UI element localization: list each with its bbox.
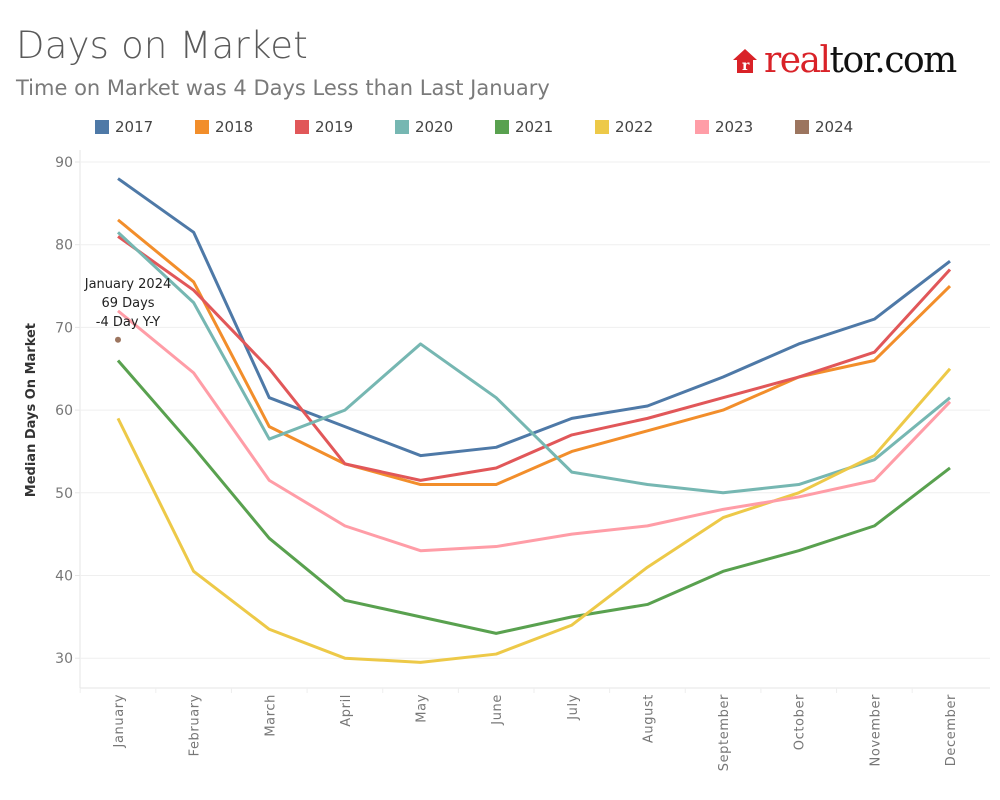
- legend-swatch: [395, 120, 409, 134]
- annotation-line: January 2024: [84, 277, 172, 292]
- series-line-2017[interactable]: [117, 177, 951, 458]
- y-tick-label: 60: [55, 403, 73, 419]
- y-tick-label: 30: [55, 651, 73, 667]
- legend-label: 2017: [115, 118, 154, 136]
- legend-swatch: [95, 120, 109, 134]
- logo-text-tor-com: tor.com: [829, 40, 958, 81]
- x-tick-label: December: [944, 694, 959, 766]
- legend-swatch: [595, 120, 609, 134]
- x-tick-label: October: [793, 694, 808, 750]
- series-line-2019[interactable]: [117, 235, 952, 482]
- house-logo-icon: r: [733, 48, 757, 74]
- data-point-2024[interactable]: [115, 336, 121, 343]
- legend-label: 2021: [515, 118, 554, 136]
- x-tick-label: May: [415, 694, 430, 723]
- legend-item-2024[interactable]: 2024: [795, 118, 895, 136]
- x-axis: January February March April May June July Augu…: [79, 688, 959, 771]
- series-lines: [115, 177, 952, 664]
- series-line-2023[interactable]: [117, 309, 952, 553]
- y-tick-label: 40: [55, 569, 73, 585]
- series-line-2021[interactable]: [116, 359, 951, 635]
- legend-item-2020[interactable]: 2020: [395, 118, 495, 136]
- x-tick-label: January: [112, 694, 127, 748]
- legend-item-2023[interactable]: 2023: [695, 118, 795, 136]
- y-tick-label: 80: [55, 238, 73, 254]
- x-tick-label: September: [717, 694, 732, 771]
- logo-text-real: real: [764, 40, 831, 81]
- legend-swatch: [495, 120, 509, 134]
- y-tick-label: 70: [55, 320, 73, 336]
- legend-item-2017[interactable]: 2017: [95, 118, 195, 136]
- legend-swatch: [195, 120, 209, 134]
- y-tick-label: 50: [55, 486, 73, 502]
- legend: 2017 2018 2019 2020 2021 2022 2023 2024: [95, 118, 895, 136]
- y-axis: 30 40 50 60 70 80 90: [55, 155, 73, 667]
- legend-item-2021[interactable]: 2021: [495, 118, 595, 136]
- legend-swatch: [795, 120, 809, 134]
- chart-title: Days on Market: [16, 24, 308, 67]
- legend-item-2019[interactable]: 2019: [295, 118, 395, 136]
- x-tick-label: February: [188, 694, 203, 756]
- x-tick-label: April: [339, 694, 354, 727]
- y-tick-label: 90: [55, 155, 73, 171]
- legend-label: 2023: [715, 118, 754, 136]
- series-line-2020[interactable]: [116, 231, 951, 495]
- legend-item-2022[interactable]: 2022: [595, 118, 695, 136]
- annotation: January 2024 69 Days -4 Day Y-Y: [84, 277, 172, 330]
- legend-swatch: [695, 120, 709, 134]
- gridlines: [75, 150, 990, 689]
- svg-text:r: r: [742, 58, 750, 74]
- legend-label: 2024: [815, 118, 854, 136]
- x-tick-label: June: [490, 694, 505, 726]
- legend-label: 2019: [315, 118, 354, 136]
- annotation-line: 69 Days: [101, 296, 154, 311]
- x-tick-label: August: [641, 694, 656, 743]
- legend-label: 2020: [415, 118, 454, 136]
- realtor-logo: r real tor.com: [732, 40, 958, 81]
- x-tick-label: March: [263, 694, 278, 737]
- legend-swatch: [295, 120, 309, 134]
- legend-item-2018[interactable]: 2018: [195, 118, 295, 136]
- y-axis-title: Median Days On Market: [24, 323, 39, 497]
- chart-subtitle: Time on Market was 4 Days Less than Last…: [16, 76, 550, 100]
- x-tick-label: November: [868, 694, 883, 766]
- x-tick-label: July: [566, 694, 581, 721]
- legend-label: 2022: [615, 118, 654, 136]
- series-line-2022[interactable]: [116, 367, 952, 664]
- annotation-line: -4 Day Y-Y: [96, 315, 160, 330]
- legend-label: 2018: [215, 118, 254, 136]
